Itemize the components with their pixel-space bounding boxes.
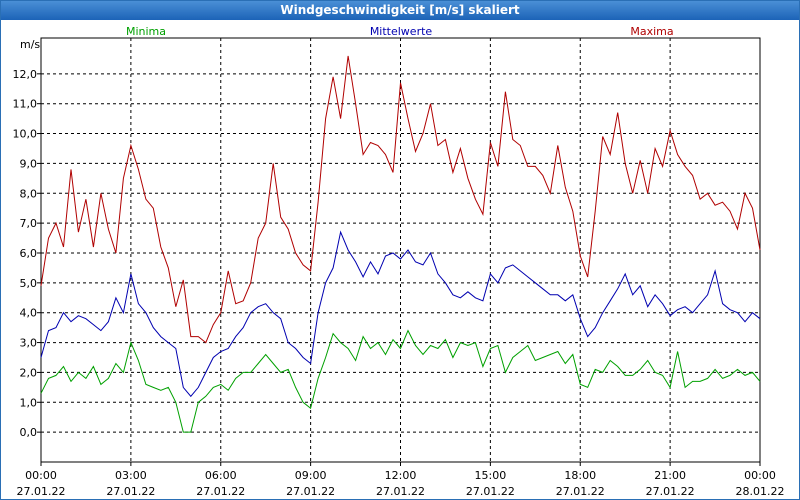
x-tick-date: 27.01.22	[466, 485, 515, 498]
y-tick-label: 9,0	[20, 157, 38, 170]
y-tick-label: 2,0	[20, 366, 38, 379]
y-tick-label: 4,0	[20, 307, 38, 320]
legend-minima: Minima	[126, 25, 166, 38]
x-tick-date: 27.01.22	[286, 485, 335, 498]
x-tick-date: 27.01.22	[106, 485, 155, 498]
y-tick-label: 0,0	[20, 426, 38, 439]
legend-maxima: Maxima	[630, 25, 673, 38]
x-tick-date: 27.01.22	[646, 485, 695, 498]
y-tick-label: 10,0	[13, 128, 38, 141]
x-tick-date: 27.01.22	[17, 485, 66, 498]
y-tick-label: 1,0	[20, 396, 38, 409]
x-tick-time: 09:00	[295, 469, 327, 482]
chart-title: Windgeschwindigkeit [m/s] skaliert	[1, 1, 799, 20]
x-tick-time: 18:00	[564, 469, 596, 482]
y-axis-label: m/s	[20, 38, 40, 51]
y-tick-label: 5,0	[20, 277, 38, 290]
x-tick-time: 03:00	[115, 469, 147, 482]
series-line-minima	[40, 329, 761, 433]
x-tick-date: 27.01.22	[196, 485, 245, 498]
series-line-mittelwerte	[40, 230, 761, 398]
x-tick-time: 06:00	[205, 469, 237, 482]
y-tick-label: 12,0	[13, 68, 38, 81]
x-tick-date: 27.01.22	[556, 485, 605, 498]
x-tick-date: 28.01.22	[736, 485, 785, 498]
x-tick-time: 21:00	[654, 469, 686, 482]
x-tick-date: 27.01.22	[376, 485, 425, 498]
x-tick-time: 00:00	[25, 469, 57, 482]
series-line-maxima	[40, 55, 761, 344]
y-tick-label: 7,0	[20, 217, 38, 230]
y-tick-label: 3,0	[20, 337, 38, 350]
x-tick-time: 12:00	[385, 469, 417, 482]
y-tick-label: 8,0	[20, 187, 38, 200]
legend-mittelwerte: Mittelwerte	[370, 25, 433, 38]
x-tick-time: 00:00	[744, 469, 776, 482]
y-tick-label: 11,0	[13, 98, 38, 111]
x-tick-time: 15:00	[475, 469, 507, 482]
y-tick-label: 6,0	[20, 247, 38, 260]
